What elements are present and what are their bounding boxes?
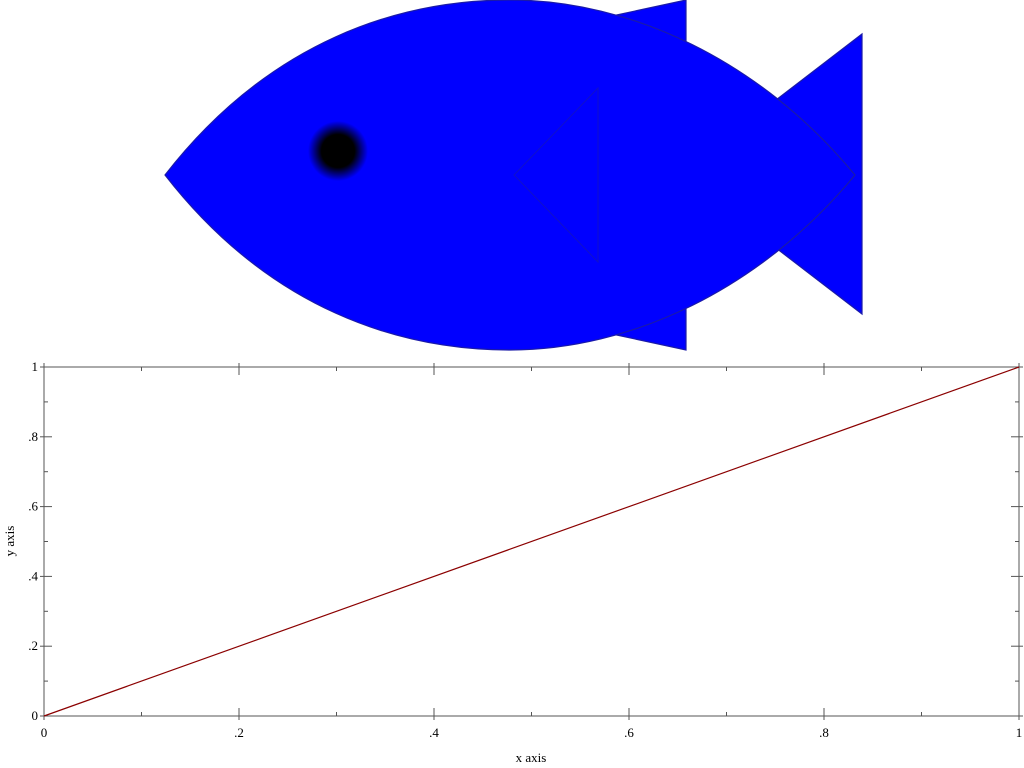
x-axis-title: x axis <box>516 750 547 765</box>
y-tick-label: 0 <box>32 708 39 723</box>
x-tick-label: .4 <box>429 725 439 740</box>
x-tick-label: .6 <box>624 725 634 740</box>
fish-eye <box>308 121 368 181</box>
y-tick-label: .4 <box>28 568 38 583</box>
y-tick-label: 1 <box>32 359 39 374</box>
fish-body <box>164 0 856 351</box>
axis-ticks <box>40 363 1023 720</box>
line-chart: 0 .2 .4 .6 .8 1 0 .2 .4 .6 .8 1 x axis y axis <box>2 359 1023 765</box>
x-tick-label: 1 <box>1016 725 1023 740</box>
x-tick-label: 0 <box>41 725 48 740</box>
y-tick-label: .6 <box>28 499 38 514</box>
y-tick-label: .8 <box>28 429 38 444</box>
x-tick-label: .8 <box>819 725 829 740</box>
x-tick-label: .2 <box>234 725 244 740</box>
data-series <box>43 366 1020 717</box>
series-line <box>43 366 1020 717</box>
y-tick-label: .2 <box>28 638 38 653</box>
fish-gill <box>513 86 599 264</box>
fish-illustration <box>164 0 863 351</box>
axis-tick-labels: 0 .2 .4 .6 .8 1 0 .2 .4 .6 .8 1 <box>28 359 1022 740</box>
y-axis-title: y axis <box>2 526 17 557</box>
